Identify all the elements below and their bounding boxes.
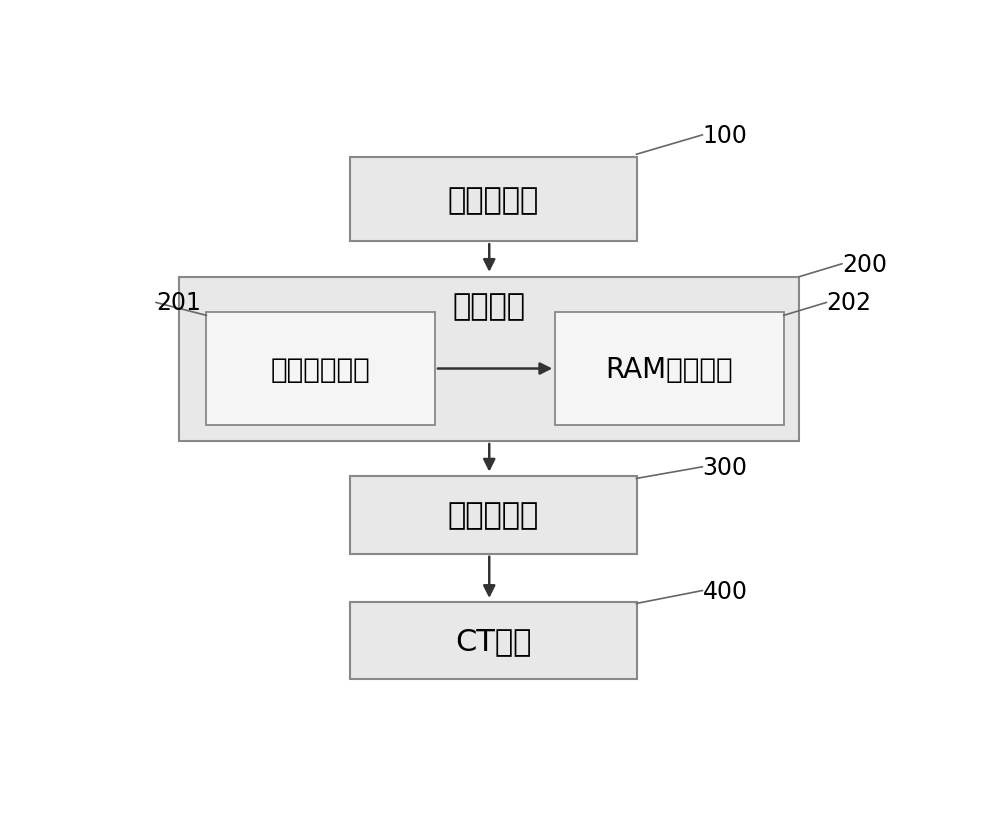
Text: 高压发生器: 高压发生器 bbox=[448, 501, 539, 530]
Text: 400: 400 bbox=[702, 579, 747, 603]
FancyBboxPatch shape bbox=[179, 278, 799, 441]
Text: 201: 201 bbox=[156, 291, 201, 315]
FancyBboxPatch shape bbox=[555, 313, 784, 426]
FancyBboxPatch shape bbox=[206, 313, 435, 426]
Text: 300: 300 bbox=[702, 456, 747, 479]
Text: CT球管: CT球管 bbox=[455, 626, 531, 655]
Text: 202: 202 bbox=[826, 291, 871, 315]
Text: 200: 200 bbox=[842, 252, 887, 277]
Text: RAM缓存单元: RAM缓存单元 bbox=[606, 355, 733, 383]
Text: 100: 100 bbox=[702, 124, 747, 148]
FancyBboxPatch shape bbox=[350, 477, 637, 554]
FancyBboxPatch shape bbox=[350, 158, 637, 242]
Text: 插值处理单元: 插值处理单元 bbox=[271, 355, 371, 383]
Text: 中央控制器: 中央控制器 bbox=[448, 186, 539, 215]
FancyBboxPatch shape bbox=[350, 603, 637, 680]
Text: 处理模块: 处理模块 bbox=[453, 292, 526, 320]
